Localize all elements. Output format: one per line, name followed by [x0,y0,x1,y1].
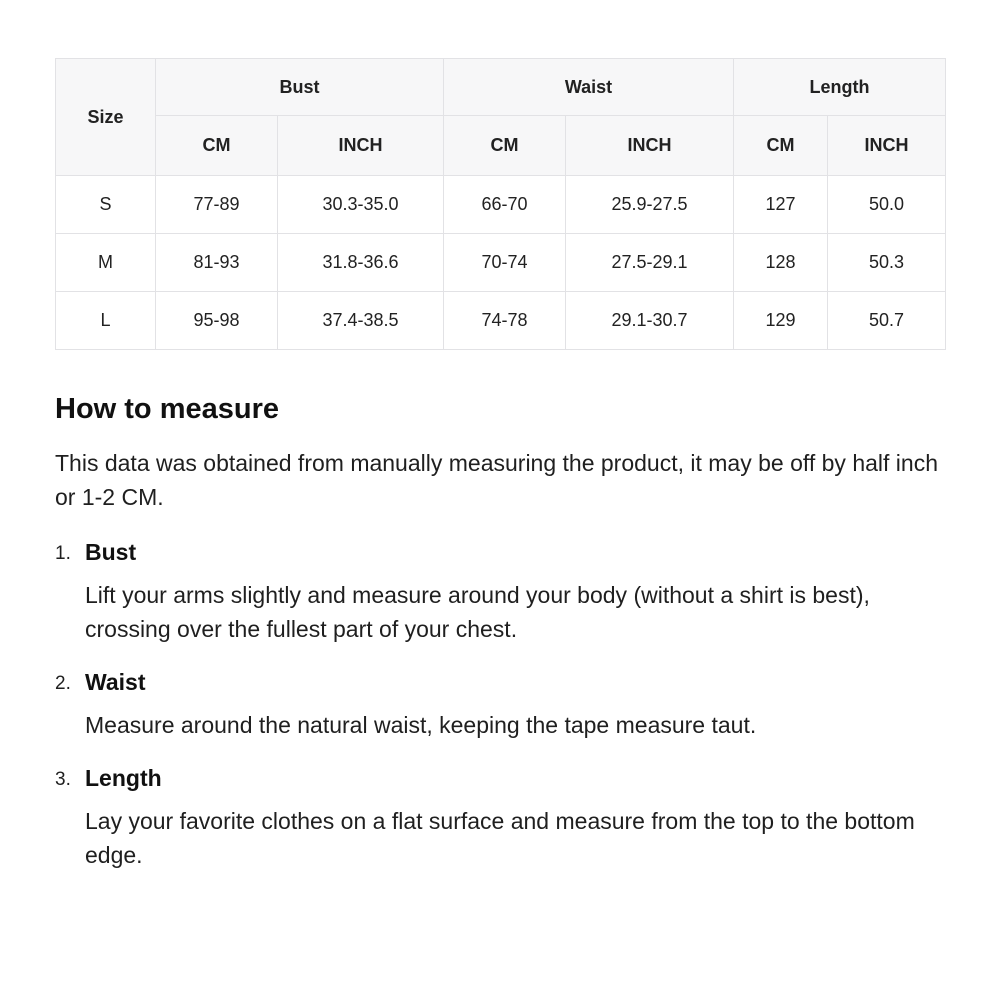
data-cell-length-cm: 129 [733,291,828,350]
data-cell-bust-inch: 31.8-36.6 [277,233,444,292]
list-item-content: Waist Measure around the natural waist, … [85,668,945,742]
data-cell-size: S [55,175,156,234]
table-group-header-row: Size Bust Waist Length [55,58,946,176]
list-item-description: Lift your arms slightly and measure arou… [85,581,870,642]
list-item-description: Lay your favorite clothes on a flat surf… [85,807,915,868]
list-item-term: Bust [85,538,137,565]
data-cell-length-inch: 50.0 [827,175,946,234]
list-item-number: 2. [55,672,71,694]
data-cell-size: L [55,291,156,350]
table-row-m: M 81-93 31.8-36.6 70-74 27.5-29.1 128 50… [55,233,946,292]
list-item-term: Waist [85,668,146,695]
data-cell-bust-cm: 81-93 [155,233,278,292]
data-cell-bust-inch: 30.3-35.0 [277,175,444,234]
data-cell-length-cm: 128 [733,233,828,292]
data-cell-bust-inch: 37.4-38.5 [277,291,444,350]
subheader-cell-length-inch: INCH [827,115,946,176]
list-item-number: 1. [55,542,71,564]
data-cell-bust-cm: 77-89 [155,175,278,234]
subheader-cell-bust-cm: CM [155,115,278,176]
table-row-l: L 95-98 37.4-38.5 74-78 29.1-30.7 129 50… [55,291,946,350]
list-item-length: 3. Length Lay your favorite clothes on a… [55,764,945,872]
list-item-content: Bust Lift your arms slightly and measure… [85,538,945,646]
subheader-cell-waist-cm: CM [443,115,566,176]
data-cell-waist-cm: 66-70 [443,175,566,234]
data-cell-size: M [55,233,156,292]
how-to-measure-heading: How to measure [55,393,279,425]
data-cell-length-inch: 50.7 [827,291,946,350]
header-cell-size: Size [55,58,156,176]
list-item-waist: 2. Waist Measure around the natural wais… [55,668,945,742]
data-cell-waist-inch: 27.5-29.1 [565,233,734,292]
size-chart-table: Size Bust Waist Length CM INCH CM INCH C… [55,58,946,350]
list-item-content: Length Lay your favorite clothes on a fl… [85,764,945,872]
subheader-cell-length-cm: CM [733,115,828,176]
subheader-cell-bust-inch: INCH [277,115,444,176]
subheader-cell-waist-inch: INCH [565,115,734,176]
data-cell-waist-cm: 70-74 [443,233,566,292]
measure-intro-text: This data was obtained from manually mea… [55,449,938,510]
table-subheader-row: CM INCH CM INCH CM INCH [56,115,946,176]
table-row-s: S 77-89 30.3-35.0 66-70 25.9-27.5 127 50… [55,175,946,234]
list-item-term: Length [85,764,162,791]
data-cell-length-cm: 127 [733,175,828,234]
header-cell-bust: Bust [155,58,444,116]
data-cell-waist-inch: 25.9-27.5 [565,175,734,234]
data-cell-waist-inch: 29.1-30.7 [565,291,734,350]
list-item-bust: 1. Bust Lift your arms slightly and meas… [55,538,945,646]
data-cell-bust-cm: 95-98 [155,291,278,350]
data-cell-length-inch: 50.3 [827,233,946,292]
list-item-description: Measure around the natural waist, keepin… [85,711,757,738]
data-cell-waist-cm: 74-78 [443,291,566,350]
list-item-number: 3. [55,768,71,790]
header-cell-waist: Waist [443,58,734,116]
measure-instructions-list: 1. Bust Lift your arms slightly and meas… [55,538,945,872]
header-cell-length: Length [733,58,946,116]
size-guide-page: Size Bust Waist Length CM INCH CM INCH C… [55,58,946,872]
